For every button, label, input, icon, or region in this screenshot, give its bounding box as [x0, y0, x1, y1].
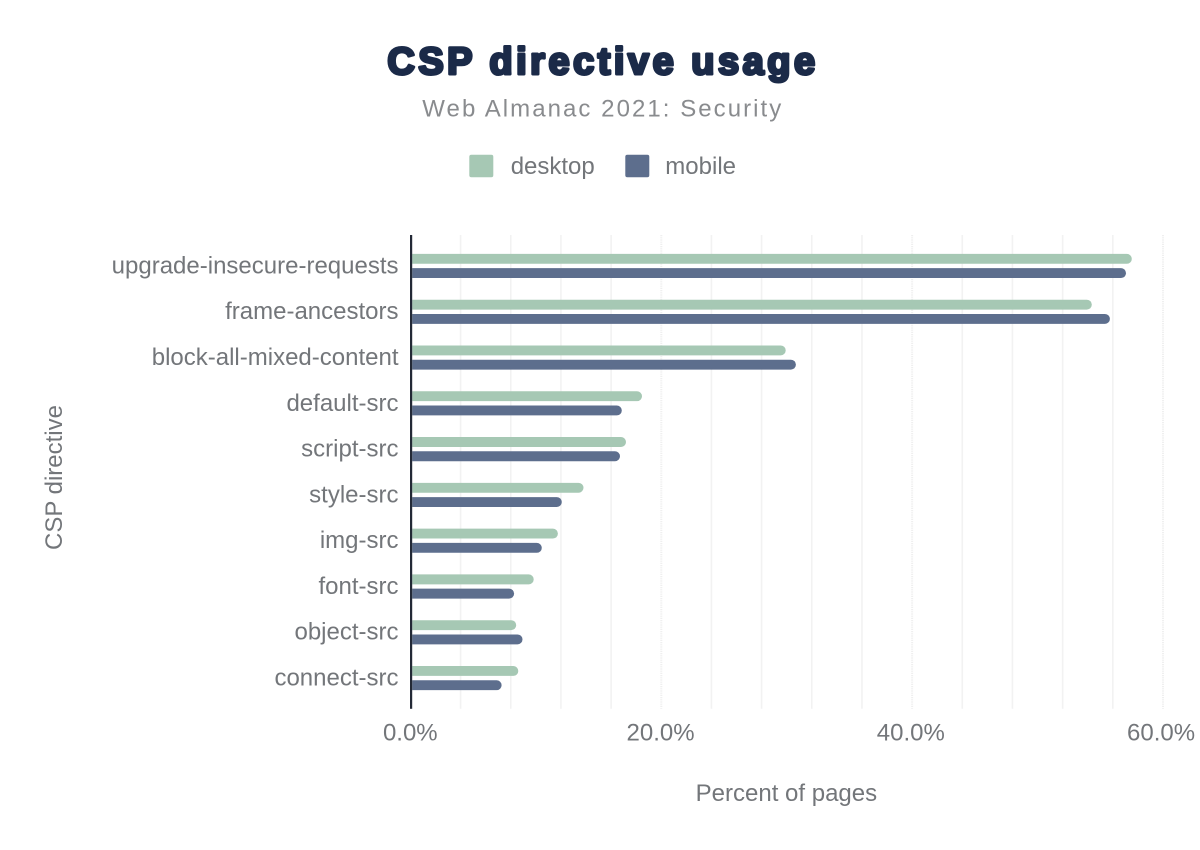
svg-text:style-src: style-src [309, 481, 398, 508]
svg-text:block-all-mixed-content: block-all-mixed-content [152, 344, 399, 371]
svg-text:Web Almanac 2021: Security: Web Almanac 2021: Security [422, 96, 783, 123]
svg-text:CSP directive: CSP directive [41, 405, 68, 550]
svg-text:desktop: desktop [511, 153, 595, 180]
svg-text:img-src: img-src [320, 527, 399, 554]
svg-text:default-src: default-src [286, 390, 398, 417]
svg-text:20.0%: 20.0% [627, 720, 695, 747]
svg-text:script-src: script-src [301, 436, 398, 463]
svg-text:frame-ancestors: frame-ancestors [225, 298, 398, 325]
svg-text:mobile: mobile [665, 153, 736, 180]
svg-text:Percent of pages: Percent of pages [696, 780, 877, 807]
svg-text:40.0%: 40.0% [877, 720, 945, 747]
svg-text:60.0%: 60.0% [1127, 720, 1195, 747]
svg-text:upgrade-insecure-requests: upgrade-insecure-requests [112, 252, 399, 279]
svg-text:font-src: font-src [318, 573, 398, 600]
svg-text:connect-src: connect-src [274, 665, 398, 692]
svg-text:0.0%: 0.0% [383, 720, 438, 747]
svg-text:CSP directive usage: CSP directive usage [387, 41, 818, 83]
svg-text:object-src: object-src [294, 619, 398, 646]
